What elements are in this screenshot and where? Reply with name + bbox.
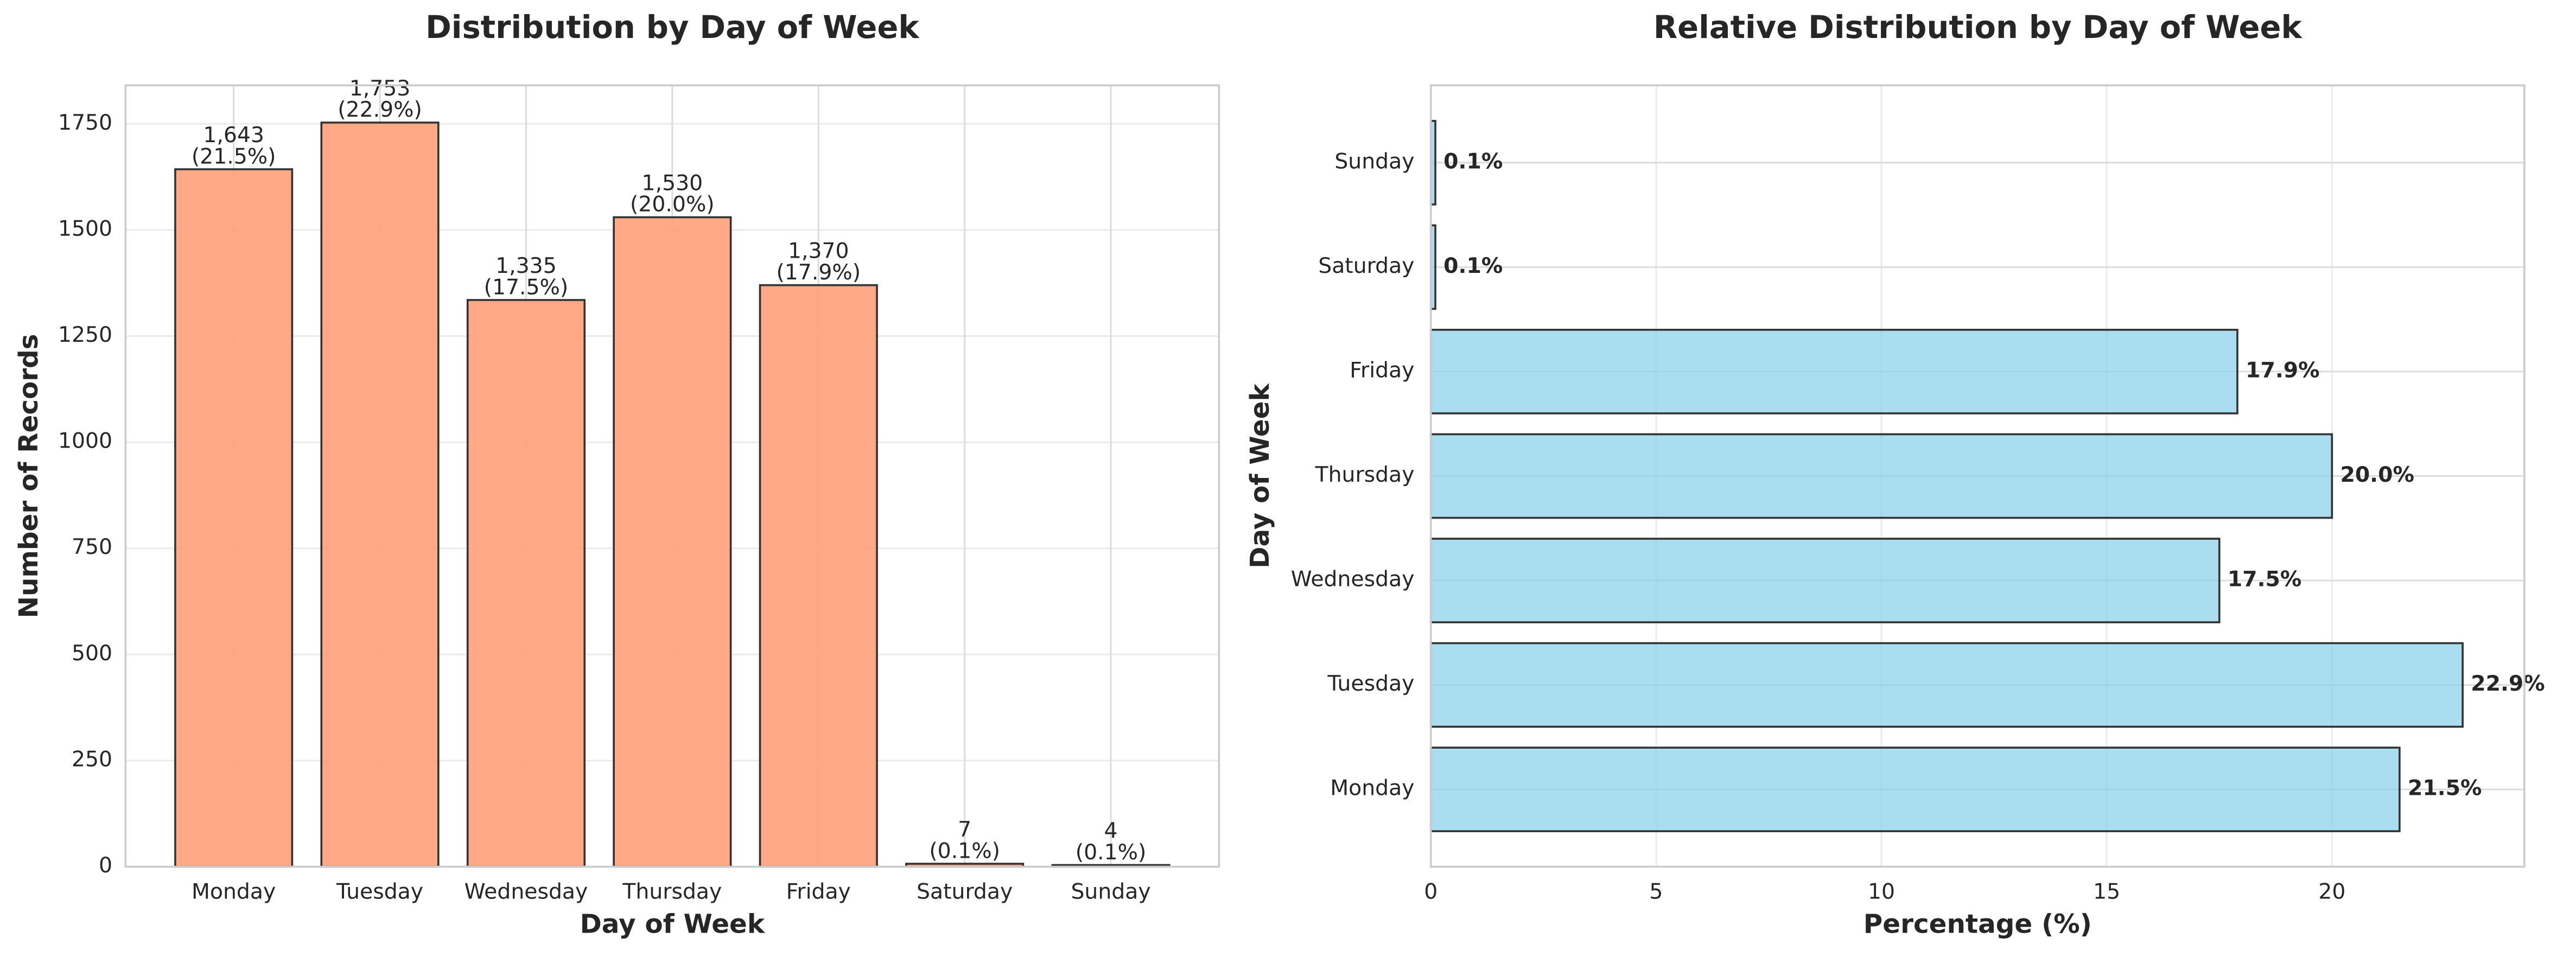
value-label: 17.9% — [2246, 358, 2319, 382]
bar — [320, 122, 440, 868]
y-tick-label: Sunday — [1334, 149, 1414, 174]
y-tick-label: 250 — [72, 747, 112, 771]
value-label: 1,335 — [495, 253, 557, 278]
chart-title: Relative Distribution by Day of Week — [1653, 9, 2303, 46]
x-tick-label: Monday — [192, 879, 276, 904]
x-tick-label: Saturday — [917, 879, 1013, 904]
x-axis-label: Percentage (%) — [1863, 909, 2092, 940]
x-tick-label: 0 — [1424, 879, 1438, 904]
y-tick-label: 750 — [72, 534, 112, 559]
percent-label: (17.5%) — [484, 275, 569, 299]
bar — [1429, 433, 2333, 519]
x-tick-label: Wednesday — [465, 879, 588, 904]
value-label: 7 — [958, 817, 971, 842]
bar — [759, 284, 878, 868]
y-tick-label: 1250 — [58, 322, 112, 347]
y-tick-label: 1750 — [58, 110, 112, 135]
x-tick-label: 10 — [1868, 879, 1895, 904]
x-tick-label: Thursday — [622, 879, 722, 904]
y-tick-label: 0 — [99, 853, 112, 878]
value-label: 17.5% — [2228, 567, 2301, 592]
bar — [174, 168, 294, 868]
bar — [1429, 747, 2401, 832]
y-tick-label: Thursday — [1315, 462, 1415, 487]
chart-title: Distribution by Day of Week — [425, 9, 920, 46]
percent-label: (20.0%) — [630, 192, 715, 217]
value-label: 21.5% — [2408, 776, 2482, 801]
percent-label: (22.9%) — [338, 97, 422, 122]
y-tick-label: Monday — [1330, 776, 1414, 801]
plot-frame — [1429, 84, 2526, 868]
value-label: 1,370 — [788, 239, 849, 264]
bar — [466, 299, 586, 868]
percent-label: (0.1%) — [1076, 840, 1147, 865]
value-label: 22.9% — [2471, 671, 2545, 696]
value-label: 1,530 — [642, 170, 703, 195]
x-tick-label: Tuesday — [336, 879, 423, 904]
bar — [613, 216, 732, 868]
y-tick-label: 500 — [72, 641, 112, 666]
percent-label: (17.9%) — [776, 260, 861, 285]
y-tick-label: 1500 — [58, 216, 112, 241]
plot-frame — [124, 84, 1220, 868]
x-tick-label: Sunday — [1071, 879, 1150, 904]
y-axis-label: Day of Week — [1245, 382, 1275, 568]
value-label: 1,753 — [349, 76, 411, 101]
value-label: 0.1% — [1443, 149, 1503, 174]
bar — [1429, 642, 2464, 728]
y-tick-label: Saturday — [1318, 253, 1414, 278]
x-axis-label: Day of Week — [580, 909, 766, 940]
bar — [1429, 538, 2221, 623]
value-label: 20.0% — [2340, 462, 2414, 487]
bar — [1429, 329, 2238, 414]
x-tick-label: 5 — [1649, 879, 1663, 904]
percent-label: (0.1%) — [929, 838, 1000, 863]
y-tick-label: Wednesday — [1291, 567, 1415, 592]
value-label: 0.1% — [1443, 253, 1503, 278]
y-axis-label: Number of Records — [14, 334, 44, 618]
y-tick-label: 1000 — [58, 429, 112, 454]
y-tick-label: Tuesday — [1327, 671, 1414, 696]
percent-label: (21.5%) — [192, 144, 276, 169]
x-tick-label: Friday — [786, 879, 851, 904]
value-label: 4 — [1104, 818, 1118, 843]
x-tick-label: 15 — [2093, 879, 2120, 904]
value-label: 1,643 — [203, 123, 264, 148]
x-tick-label: 20 — [2318, 879, 2345, 904]
y-tick-label: Friday — [1350, 358, 1414, 382]
